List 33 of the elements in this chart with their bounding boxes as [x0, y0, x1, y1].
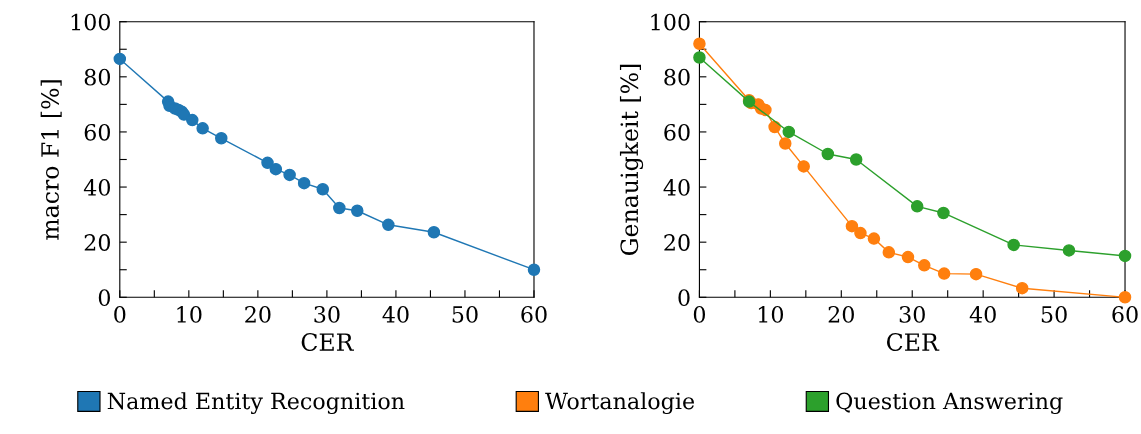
y-tick-label: 20 [664, 234, 690, 251]
legend-label: Named Entity Recognition [107, 392, 405, 414]
legend-label: Question Answering [836, 392, 1063, 414]
x-tick-label: 50 [452, 306, 478, 323]
x-tick-label: 30 [899, 306, 925, 323]
y-tick-label: 20 [84, 234, 110, 251]
y-axis-title: macro F1 [%] [40, 80, 62, 240]
y-tick-label: 60 [84, 123, 110, 141]
x-axis-title: CER [887, 333, 940, 351]
x-tick-label: 30 [314, 306, 340, 323]
x-tick-label: 10 [177, 306, 202, 323]
legend-label: Wortanalogie [545, 392, 695, 414]
y-axis-title: Genauigkeit [%] [619, 64, 644, 256]
y-tick-label: 80 [664, 68, 690, 86]
y-tick-label: 40 [663, 179, 690, 196]
y-tick-label: 80 [84, 68, 110, 86]
y-tick-label: 60 [664, 123, 690, 141]
y-tick-label: 0 [678, 289, 690, 307]
x-axis-title: CER [301, 333, 354, 351]
x-tick-label: 60 [521, 306, 547, 323]
x-tick-label: 20 [828, 306, 854, 323]
y-tick-label: 0 [98, 289, 110, 307]
x-tick-label: 40 [969, 306, 996, 323]
y-tick-label: 100 [651, 13, 690, 31]
x-tick-label: 60 [1112, 306, 1138, 323]
y-tick-label: 40 [83, 179, 110, 196]
y-tick-label: 100 [71, 13, 110, 31]
x-tick-label: 40 [382, 306, 409, 323]
x-tick-label: 50 [1041, 306, 1067, 323]
x-tick-label: 10 [758, 306, 784, 323]
x-tick-label: 0 [114, 306, 126, 323]
x-tick-label: 0 [693, 306, 706, 323]
x-tick-label: 20 [245, 306, 271, 323]
